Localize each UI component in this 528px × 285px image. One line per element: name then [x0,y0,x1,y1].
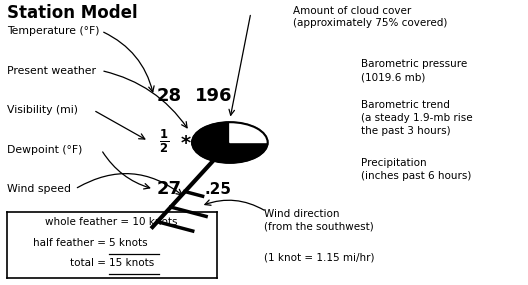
Text: .25: .25 [204,182,231,197]
Text: Wind direction
(from the southwest): Wind direction (from the southwest) [264,209,374,232]
Text: Precipitation
(inches past 6 hours): Precipitation (inches past 6 hours) [361,158,472,181]
Text: half feather =: half feather = [33,239,109,249]
Text: total =: total = [70,258,109,268]
Text: Wind speed: Wind speed [7,184,71,194]
Text: 196: 196 [195,87,232,105]
Text: 28: 28 [157,87,182,105]
Text: $\mathbf{\frac{1}{2}}$: $\mathbf{\frac{1}{2}}$ [159,127,169,155]
Text: 15 knots: 15 knots [109,258,154,268]
Text: 5 knots: 5 knots [109,239,148,249]
Circle shape [192,122,268,163]
Text: Dewpoint (°F): Dewpoint (°F) [7,144,82,154]
Text: Barometric trend
(a steady 1.9-mb rise
the past 3 hours): Barometric trend (a steady 1.9-mb rise t… [361,100,473,136]
Text: 27: 27 [157,180,182,198]
Text: Visibility (mi): Visibility (mi) [7,105,78,115]
Text: Amount of cloud cover
(approximately 75% covered): Amount of cloud cover (approximately 75%… [293,6,447,28]
Text: whole feather = 10 knots: whole feather = 10 knots [45,217,178,227]
Text: $\mathbf{*}$: $\mathbf{*}$ [181,132,192,150]
Wedge shape [230,122,268,142]
Text: Station Model: Station Model [7,4,137,22]
Text: Present weather: Present weather [7,66,96,76]
Text: +19/: +19/ [193,134,232,148]
Text: (1 knot = 1.15 mi/hr): (1 knot = 1.15 mi/hr) [264,253,374,262]
Text: Temperature (°F): Temperature (°F) [7,26,99,36]
Text: Barometric pressure
(1019.6 mb): Barometric pressure (1019.6 mb) [361,59,467,82]
